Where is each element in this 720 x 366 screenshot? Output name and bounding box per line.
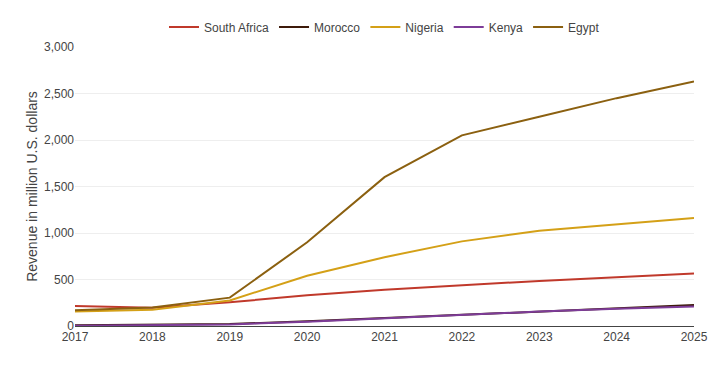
svg-text:3,000: 3,000 [44,40,74,54]
svg-text:1,000: 1,000 [44,226,74,240]
svg-text:2024: 2024 [603,330,630,344]
svg-text:2,000: 2,000 [44,133,74,147]
svg-text:South Africa: South Africa [204,21,269,35]
svg-text:Kenya: Kenya [489,21,523,35]
svg-text:2,500: 2,500 [44,87,74,101]
svg-text:2023: 2023 [526,330,553,344]
svg-text:2018: 2018 [139,330,166,344]
svg-text:2017: 2017 [62,330,89,344]
svg-text:2019: 2019 [216,330,243,344]
svg-text:500: 500 [54,273,74,287]
svg-text:2025: 2025 [681,330,708,344]
svg-text:2022: 2022 [449,330,476,344]
svg-text:2020: 2020 [294,330,321,344]
svg-text:Nigeria: Nigeria [405,21,443,35]
svg-text:1,500: 1,500 [44,180,74,194]
svg-text:0: 0 [67,319,74,333]
svg-text:Morocco: Morocco [314,21,360,35]
svg-text:2021: 2021 [371,330,398,344]
svg-text:Egypt: Egypt [568,21,599,35]
svg-text:Revenue in million U.S. dollar: Revenue in million U.S. dollars [24,91,40,282]
